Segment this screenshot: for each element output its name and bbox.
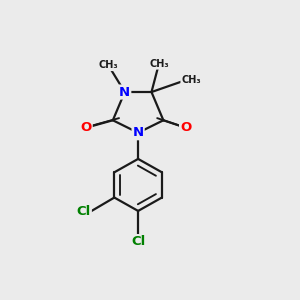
Text: CH₃: CH₃ [99,60,118,70]
Text: N: N [133,126,144,139]
Text: O: O [80,121,92,134]
Text: CH₃: CH₃ [181,75,201,85]
Text: Cl: Cl [76,205,91,218]
Text: Cl: Cl [131,235,145,248]
Text: O: O [180,121,191,134]
Text: CH₃: CH₃ [149,59,169,69]
Text: N: N [119,85,130,98]
